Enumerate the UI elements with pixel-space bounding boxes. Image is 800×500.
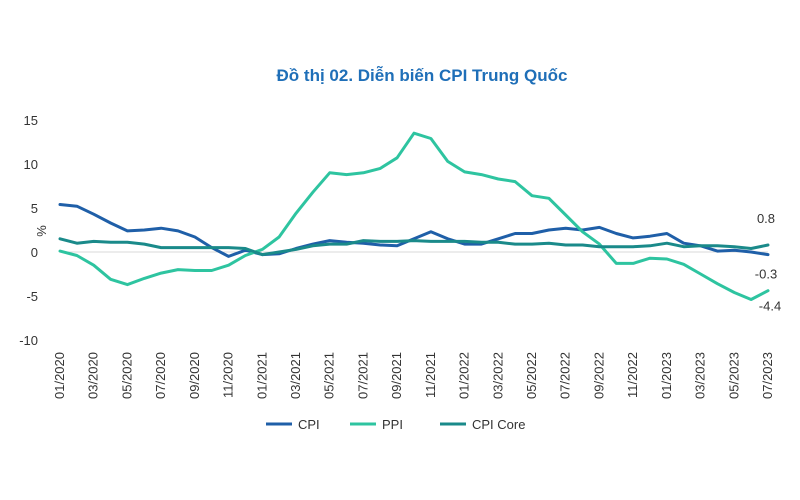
y-tick-label: 10 xyxy=(24,157,38,172)
x-tick-label: 11/2021 xyxy=(423,352,438,398)
x-tick-label: 07/2023 xyxy=(760,352,775,399)
x-tick-label: 03/2020 xyxy=(86,352,101,399)
x-tick-label: 07/2020 xyxy=(153,352,168,399)
x-tick-label: 03/2023 xyxy=(693,352,708,399)
y-axis: 15 10 5 0 -5 -10 xyxy=(19,113,38,348)
legend-label: PPI xyxy=(382,417,403,432)
y-tick-label: 0 xyxy=(31,245,38,260)
series-line-cpi-core xyxy=(58,237,770,257)
x-tick-label: 05/2022 xyxy=(524,352,539,399)
x-axis: 01/2020 03/2020 05/2020 07/2020 09/2020 11/20… xyxy=(52,352,775,399)
x-tick-label: 05/2021 xyxy=(322,352,337,399)
x-tick-label: 01/2022 xyxy=(457,352,472,399)
x-tick-label: 07/2022 xyxy=(558,352,573,399)
series-lines xyxy=(58,131,770,301)
x-tick-label: 03/2021 xyxy=(288,352,303,399)
chart-title: Đồ thị 02. Diễn biến CPI Trung Quốc xyxy=(277,66,568,85)
y-tick-label: 5 xyxy=(31,201,38,216)
end-value-label: -4.4 xyxy=(759,299,781,314)
x-tick-label: 09/2021 xyxy=(389,352,404,399)
end-value-label: -0.3 xyxy=(755,267,777,282)
legend-label: CPI Core xyxy=(472,417,525,432)
series-line-cpi xyxy=(58,203,770,258)
x-tick-label: 01/2023 xyxy=(659,352,674,399)
x-tick-label: 09/2020 xyxy=(187,352,202,399)
x-tick-label: 03/2022 xyxy=(490,352,505,399)
series-line-ppi xyxy=(58,131,770,301)
annotations: 0.8 -0.3 -4.4 xyxy=(755,211,781,314)
x-tick-label: 09/2022 xyxy=(591,352,606,399)
x-tick-label: 07/2021 xyxy=(355,352,370,399)
y-axis-label: % xyxy=(34,225,49,237)
x-tick-label: 01/2020 xyxy=(52,352,67,399)
x-tick-label: 05/2020 xyxy=(119,352,134,399)
x-tick-label: 11/2020 xyxy=(221,352,236,398)
y-tick-label: -10 xyxy=(19,333,38,348)
y-tick-label: 15 xyxy=(24,113,38,128)
x-tick-label: 01/2021 xyxy=(254,352,269,399)
end-value-label: 0.8 xyxy=(757,211,775,226)
legend-label: CPI xyxy=(298,417,320,432)
x-tick-label: 05/2023 xyxy=(726,352,741,399)
x-tick-label: 11/2022 xyxy=(625,352,640,398)
y-tick-label: -5 xyxy=(26,289,38,304)
legend: CPI PPI CPI Core xyxy=(266,417,525,432)
